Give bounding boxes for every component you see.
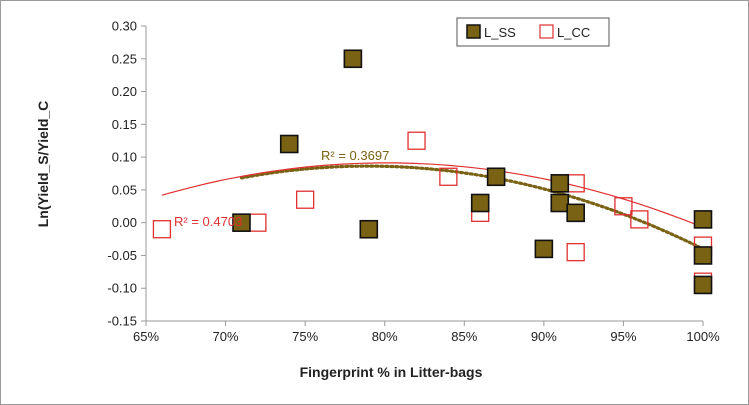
x-tick-label: 100% [686, 329, 720, 344]
r2-label-l-cc: R² = 0.4703 [174, 214, 242, 229]
x-tick-label: 95% [610, 329, 636, 344]
x-tick-label: 65% [133, 329, 159, 344]
y-tick-label: 0.25 [112, 51, 137, 66]
y-tick-label: -0.15 [107, 314, 137, 329]
data-point-l-ss [279, 134, 299, 154]
data-point-l-ss [534, 239, 554, 259]
data-point-l-ss [693, 246, 713, 265]
x-tick-label: 90% [531, 329, 557, 344]
data-point-l-ss [359, 219, 379, 239]
data-point-l-ss [343, 49, 363, 69]
y-tick-label: -0.05 [107, 248, 137, 263]
y-axis-title-group: Ln(Yield_S/Yield_C [35, 101, 51, 228]
x-tick-label: 70% [213, 329, 239, 344]
data-point-l-ss [566, 203, 585, 223]
plot-layer: 0.30 0.25 0.20 0.15 0.10 0.05 0.00 -0.05 -0.10 -0… [107, 19, 720, 345]
r2-label-l-ss: R² = 0.3697 [321, 148, 389, 163]
data-point-l-ss [550, 174, 570, 193]
data-point-l-cc [152, 220, 172, 239]
data-point-l-cc [407, 131, 426, 150]
data-point-l-cc [614, 197, 633, 216]
trendline-l-cc [161, 162, 704, 228]
data-point-l-ss [232, 213, 251, 232]
y-tick-label: 0.20 [112, 84, 137, 99]
y-tick-label: 0.10 [112, 150, 137, 165]
data-point-l-ss [470, 193, 490, 213]
legend-label-l-cc: L_CC [557, 25, 590, 40]
data-point-l-ss [550, 193, 570, 213]
x-tick-label: 75% [292, 329, 318, 344]
data-point-l-cc [566, 174, 585, 193]
y-tick-label: 0.15 [112, 117, 137, 132]
legend: L_SS L_CC [456, 17, 610, 47]
y-axis-title: Ln(Yield_S/Yield_C [35, 101, 51, 228]
data-point-l-cc [248, 213, 267, 232]
y-tick-label: -0.10 [107, 281, 137, 296]
legend-marker-l-cc [539, 24, 554, 39]
legend-label-l-ss: L_SS [484, 25, 516, 40]
y-tick-label: 0.30 [112, 19, 137, 34]
data-point-l-ss [486, 167, 506, 187]
x-tick-label: 85% [451, 329, 477, 344]
y-tick-label: 0.00 [112, 215, 137, 230]
x-axis-title: Fingerprint % in Litter-bags [300, 364, 483, 380]
data-point-l-cc [439, 167, 458, 186]
data-point-l-cc [630, 210, 649, 229]
data-point-l-cc [566, 243, 585, 262]
data-point-l-cc [295, 190, 315, 209]
data-point-l-ss [693, 210, 713, 229]
x-tick-label: 80% [372, 329, 398, 344]
legend-marker-l-ss [466, 24, 481, 39]
legend-box [456, 17, 610, 47]
y-tick-label: 0.05 [112, 182, 137, 197]
data-point-l-ss [693, 275, 713, 295]
